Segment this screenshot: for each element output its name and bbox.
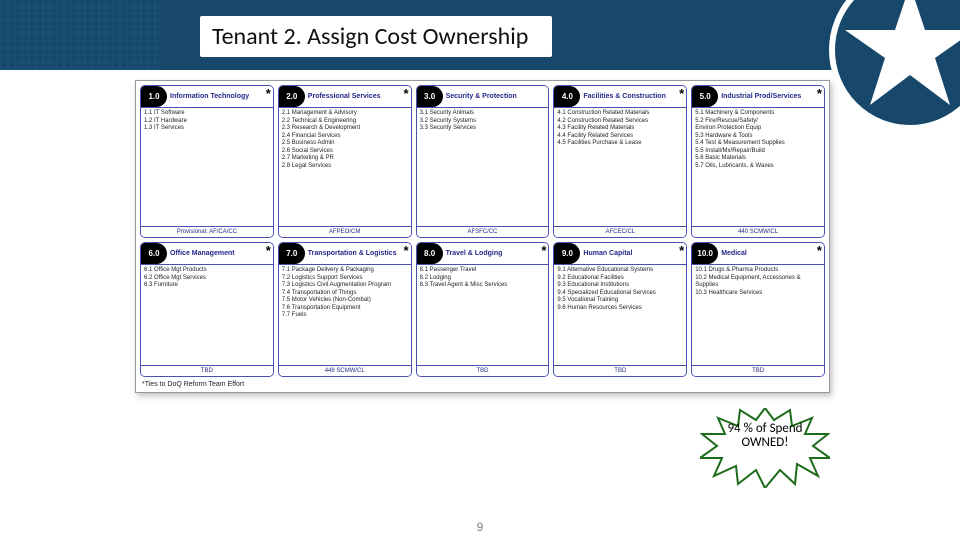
card-footer: TBD [692, 365, 824, 376]
card-footer: TBD [554, 365, 686, 376]
card-items: 5.1 Machinery & Components 5.2 Fire/Resc… [692, 108, 824, 226]
card-items: 8.1 Passenger Travel 8.2 Lodging 8.3 Tra… [417, 265, 549, 365]
card-title: Industrial Prod/Services [718, 86, 824, 107]
card-header: 3.0Security & Protection [417, 86, 549, 108]
card-items: 1.1 IT Software 1.2 IT Hardware 1.3 IT S… [141, 108, 273, 226]
category-card: 1.0Information Technology*1.1 IT Softwar… [140, 85, 274, 238]
asterisk-icon: * [266, 243, 271, 258]
card-items: 2.1 Management & Advisory 2.2 Technical … [279, 108, 411, 226]
card-footer: 448 SCMW/CL [279, 365, 411, 376]
card-title: Medical [718, 243, 824, 264]
title-container: Tenant 2. Assign Cost Ownership [200, 16, 552, 57]
callout-text: 94 % of Spend OWNED! [722, 422, 808, 451]
card-number-badge: 4.0 [554, 86, 580, 107]
card-number-badge: 1.0 [141, 86, 167, 107]
asterisk-icon: * [817, 86, 822, 101]
card-title: Office Management [167, 243, 273, 264]
card-title: Travel & Lodging [443, 243, 549, 264]
header-grid-decor [0, 0, 160, 70]
asterisk-icon: * [404, 243, 409, 258]
category-card: 10.0Medical*10.1 Drugs & Pharma Products… [691, 242, 825, 377]
card-header: 4.0Facilities & Construction* [554, 86, 686, 108]
card-title: Facilities & Construction [580, 86, 686, 107]
page-number: 9 [0, 520, 960, 534]
category-card: 2.0Professional Services*2.1 Management … [278, 85, 412, 238]
card-items: 6.1 Office Mgt Products 6.2 Office Mgt S… [141, 265, 273, 365]
card-footer: 440 SCMW/CL [692, 226, 824, 237]
card-header: 7.0Transportation & Logistics* [279, 243, 411, 265]
card-footer: AFSFC/CC [417, 226, 549, 237]
footnote: *Ties to DoQ Reform Team Effort [142, 381, 823, 388]
card-number-badge: 7.0 [279, 243, 305, 264]
card-number-badge: 9.0 [554, 243, 580, 264]
card-title: Human Capital [580, 243, 686, 264]
card-items: 9.1 Alternative Educational Systems 9.2 … [554, 265, 686, 365]
card-number-badge: 2.0 [279, 86, 305, 107]
card-header: 8.0Travel & Lodging* [417, 243, 549, 265]
asterisk-icon: * [679, 86, 684, 101]
category-card: 3.0Security & Protection3.1 Security Ani… [416, 85, 550, 238]
card-header: 1.0Information Technology* [141, 86, 273, 108]
card-header: 6.0Office Management* [141, 243, 273, 265]
card-footer: AFCEC/CL [554, 226, 686, 237]
category-card: 8.0Travel & Lodging*8.1 Passenger Travel… [416, 242, 550, 377]
asterisk-icon: * [679, 243, 684, 258]
category-grid: 1.0Information Technology*1.1 IT Softwar… [135, 80, 830, 393]
card-title: Information Technology [167, 86, 273, 107]
card-header: 10.0Medical* [692, 243, 824, 265]
card-title: Security & Protection [443, 86, 549, 107]
card-number-badge: 5.0 [692, 86, 718, 107]
card-items: 4.1 Construction Related Materials 4.2 C… [554, 108, 686, 226]
callout-burst: 94 % of Spend OWNED! [700, 408, 830, 488]
card-footer: TBD [417, 365, 549, 376]
card-header: 9.0Human Capital* [554, 243, 686, 265]
card-row: 1.0Information Technology*1.1 IT Softwar… [140, 85, 825, 238]
card-number-badge: 6.0 [141, 243, 167, 264]
card-row: 6.0Office Management*6.1 Office Mgt Prod… [140, 242, 825, 377]
card-title: Transportation & Logistics [305, 243, 411, 264]
card-number-badge: 8.0 [417, 243, 443, 264]
header-star-decor [820, 0, 960, 140]
card-footer: AFPEO/CM [279, 226, 411, 237]
category-card: 4.0Facilities & Construction*4.1 Constru… [553, 85, 687, 238]
card-footer: Provisional: AF/CA/CC [141, 226, 273, 237]
category-card: 7.0Transportation & Logistics*7.1 Packag… [278, 242, 412, 377]
card-number-badge: 10.0 [692, 243, 718, 264]
category-card: 5.0Industrial Prod/Services*5.1 Machiner… [691, 85, 825, 238]
card-title: Professional Services [305, 86, 411, 107]
card-footer: TBD [141, 365, 273, 376]
card-items: 7.1 Package Delivery & Packaging 7.2 Log… [279, 265, 411, 365]
card-header: 5.0Industrial Prod/Services* [692, 86, 824, 108]
asterisk-icon: * [266, 86, 271, 101]
slide-title: Tenant 2. Assign Cost Ownership [212, 22, 528, 51]
category-card: 9.0Human Capital*9.1 Alternative Educati… [553, 242, 687, 377]
card-header: 2.0Professional Services* [279, 86, 411, 108]
category-card: 6.0Office Management*6.1 Office Mgt Prod… [140, 242, 274, 377]
asterisk-icon: * [404, 86, 409, 101]
asterisk-icon: * [541, 243, 546, 258]
card-items: 3.1 Security Animals 3.2 Security System… [417, 108, 549, 226]
asterisk-icon: * [817, 243, 822, 258]
card-number-badge: 3.0 [417, 86, 443, 107]
card-items: 10.1 Drugs & Pharma Products 10.2 Medica… [692, 265, 824, 365]
